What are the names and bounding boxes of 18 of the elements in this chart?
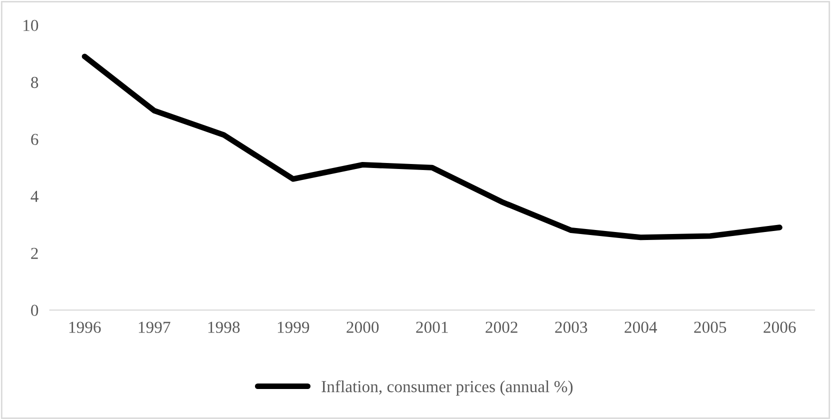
y-tick-label: 8 (31, 76, 38, 88)
x-tick-label: 1998 (208, 322, 240, 333)
x-tick-label: 1999 (278, 322, 310, 333)
x-tick-label: 2000 (346, 322, 379, 333)
x-tick-label: 2006 (764, 322, 796, 333)
x-tick-label: 2004 (624, 322, 658, 333)
x-tick-label: 2002 (486, 322, 518, 333)
y-tick-label: 10 (24, 20, 38, 32)
x-tick-label: 1996 (69, 322, 101, 333)
y-tick-label: 2 (31, 248, 38, 259)
y-tick-label: 0 (31, 304, 38, 316)
x-tick-label: 2005 (694, 322, 726, 333)
y-tick-label: 6 (31, 134, 38, 146)
y-tick-label: 4 (30, 190, 38, 202)
legend-label: Inflation, consumer prices (annual %) (322, 380, 573, 396)
x-tick-label: 1997 (138, 322, 170, 333)
x-tick-label: 2003 (555, 322, 588, 333)
x-tick-label: 2001 (416, 322, 448, 333)
